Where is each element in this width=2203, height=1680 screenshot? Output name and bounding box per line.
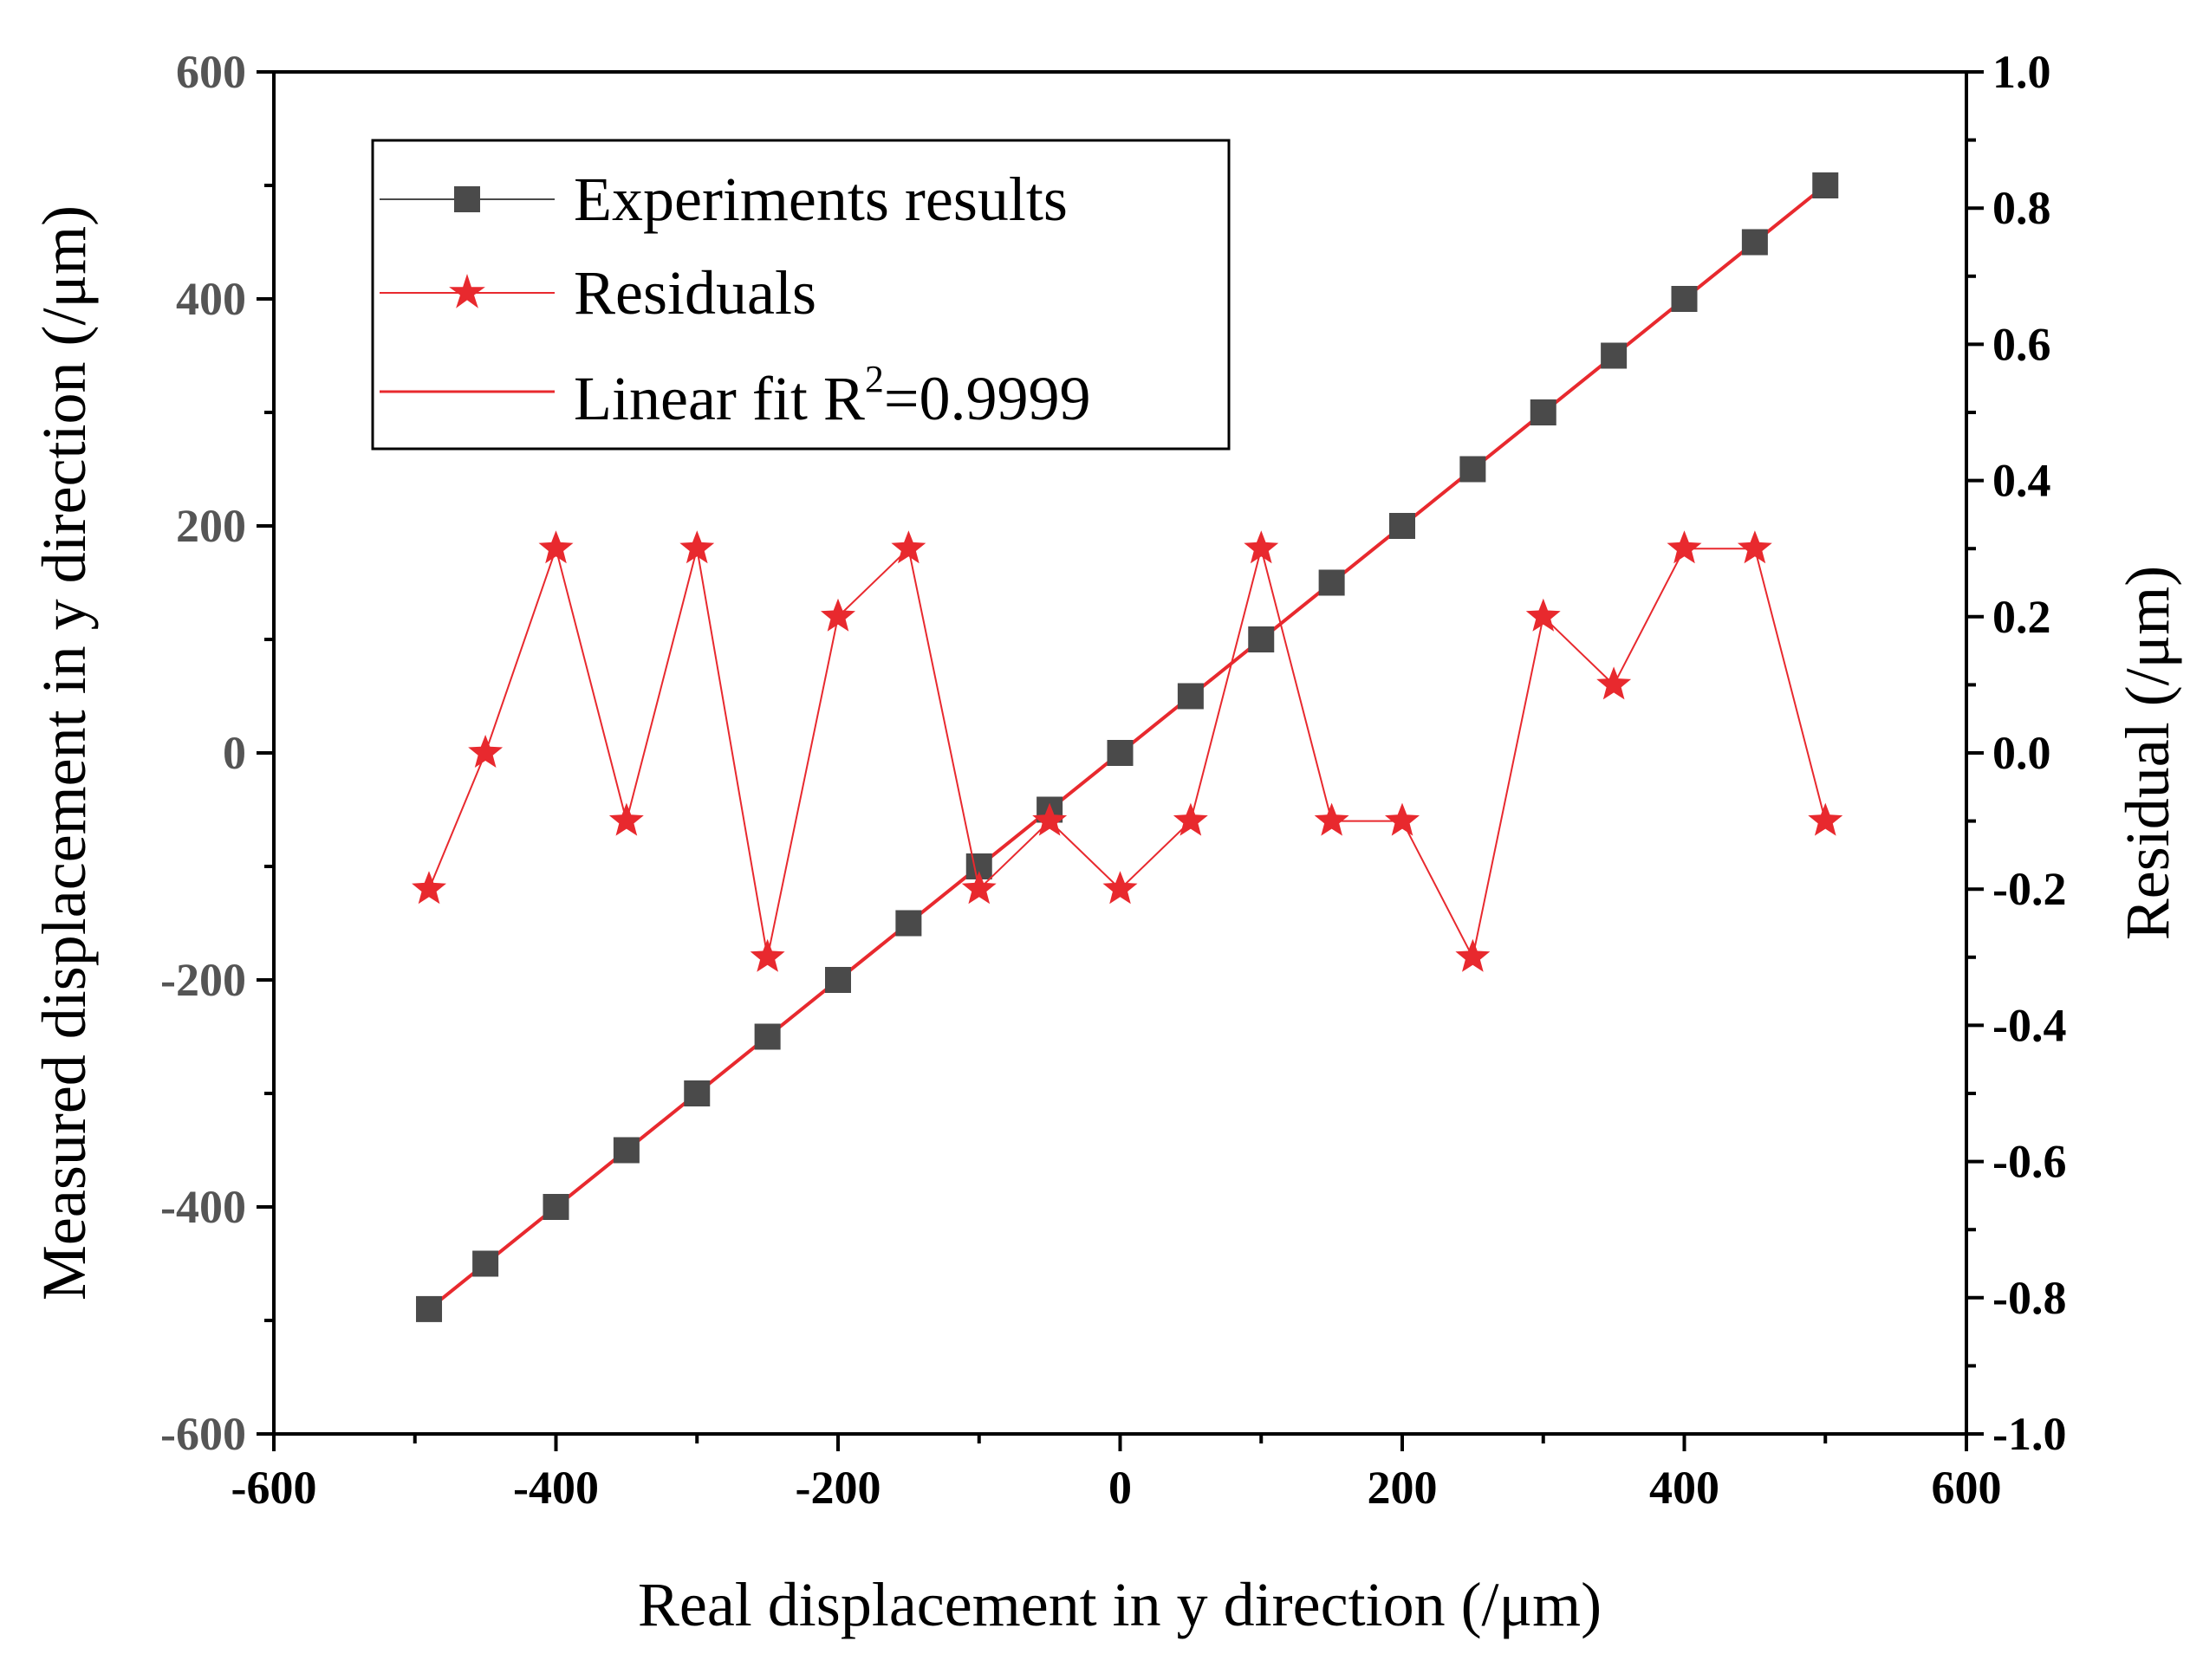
y2-tick-label: -0.8 <box>1992 1272 2066 1324</box>
x-tick-label: 200 <box>1368 1462 1438 1514</box>
y-tick-label: -600 <box>160 1408 246 1460</box>
y2-tick-label: -0.4 <box>1992 999 2066 1051</box>
x-tick-label: 0 <box>1108 1462 1132 1514</box>
y-tick-label: -200 <box>160 954 246 1006</box>
experiment-point <box>1812 172 1839 198</box>
experiment-point <box>472 1250 499 1277</box>
y2-tick-label: 0.0 <box>1992 727 2051 779</box>
experiment-point <box>416 1295 443 1322</box>
residual-point <box>1173 802 1208 836</box>
residual-point <box>750 938 785 972</box>
residual-point <box>821 598 855 632</box>
x-tick-label: -200 <box>796 1462 881 1514</box>
x-tick-label: 600 <box>1932 1462 2002 1514</box>
experiment-point <box>1459 456 1486 483</box>
legend: Experiments results Residuals Linear fit… <box>371 139 1231 451</box>
x-axis-title: Real displacement in y direction (/μm) <box>638 1570 1602 1639</box>
y-tick-label: 200 <box>176 500 246 552</box>
legend-box <box>371 139 1231 451</box>
residual-point <box>1314 802 1349 836</box>
experiment-point <box>1177 683 1204 710</box>
experiment-point <box>1107 740 1134 766</box>
experiment-point <box>613 1137 640 1164</box>
y2-tick-label: 0.8 <box>1992 182 2051 234</box>
residual-point <box>961 871 997 905</box>
residual-point <box>1737 530 1772 564</box>
y-tick-label: 600 <box>176 46 246 98</box>
y2-axis-title: Residual (/μm) <box>2113 566 2182 941</box>
residual-point <box>1244 530 1279 564</box>
y-tick-label: -400 <box>160 1181 246 1233</box>
x-tick-label: 400 <box>1649 1462 1719 1514</box>
experiment-point <box>1530 399 1556 425</box>
residual-point <box>891 530 926 564</box>
legend-marker-square <box>454 186 480 212</box>
experiment-point <box>543 1194 569 1220</box>
x-tick-label: -600 <box>231 1462 317 1514</box>
residual-point <box>1032 802 1068 836</box>
y-axis-title: Measured displacement in y direction (/μ… <box>29 205 99 1301</box>
legend-label-linear-fit: Linear fit R2=0.9999 <box>574 358 1091 433</box>
residual-point <box>1385 802 1420 836</box>
series-layer <box>412 172 1843 1322</box>
residual-point <box>679 530 715 564</box>
legend-linear-fit-value: =0.9999 <box>884 364 1091 433</box>
legend-label-experiments: Experiments results <box>574 165 1068 234</box>
experiment-point <box>1671 286 1698 312</box>
y2-tick-label: 0.6 <box>1992 318 2051 370</box>
legend-label-residuals: Residuals <box>574 258 816 328</box>
residual-point <box>608 802 644 836</box>
y-tick-label: 0 <box>223 727 246 779</box>
experiment-point <box>1741 229 1768 256</box>
residual-point <box>412 871 446 905</box>
legend-linear-fit-superscript: 2 <box>865 358 884 400</box>
residual-point <box>1525 598 1561 632</box>
ticks-layer: -600 -400 -200 0 200 400 600 -600 -400 -200 0 200 40… <box>160 46 2066 1514</box>
experiment-point <box>684 1080 711 1106</box>
experiment-point <box>1601 342 1628 369</box>
legend-linear-fit-text: Linear fit R <box>574 364 865 433</box>
experiment-point <box>754 1023 781 1050</box>
residual-point <box>468 735 504 768</box>
experiment-point <box>825 967 851 993</box>
experiment-point <box>1318 569 1345 596</box>
experiment-point <box>1248 626 1275 652</box>
experiment-point <box>1389 513 1415 539</box>
y2-tick-label: 0.2 <box>1992 591 2051 643</box>
plot-frame <box>272 70 1968 1436</box>
residual-point <box>1455 938 1491 972</box>
residual-point <box>1102 871 1138 905</box>
x-tick-label: -400 <box>513 1462 599 1514</box>
residual-point <box>538 530 574 564</box>
y-tick-label: 400 <box>176 273 246 325</box>
residual-point <box>1808 802 1843 836</box>
y2-tick-label: -1.0 <box>1992 1408 2066 1460</box>
legend-marker-star <box>449 274 485 308</box>
residual-point <box>1667 530 1702 564</box>
y2-tick-label: -0.6 <box>1992 1136 2066 1188</box>
residual-point <box>1596 666 1632 700</box>
y2-tick-label: 1.0 <box>1992 46 2051 98</box>
y2-tick-label: 0.4 <box>1992 455 2051 507</box>
y2-tick-label: -0.2 <box>1992 863 2066 915</box>
experiment-point <box>895 910 922 937</box>
